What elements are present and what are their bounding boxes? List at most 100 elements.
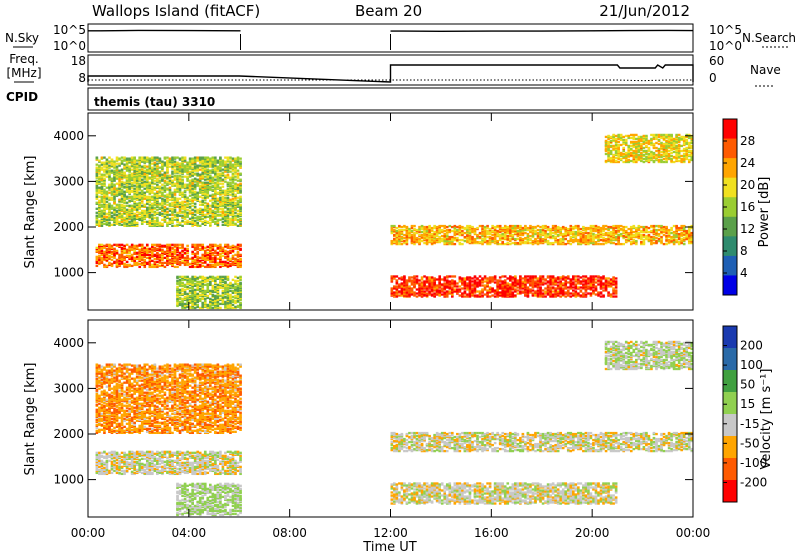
echo-cell xyxy=(451,229,454,233)
echo-cell xyxy=(211,275,215,278)
echo-cell xyxy=(110,211,114,214)
echo-cell xyxy=(166,199,169,202)
echo-cell xyxy=(221,298,225,302)
echo-cell xyxy=(118,179,121,182)
echo-cell xyxy=(110,192,114,195)
echo-cell xyxy=(214,189,217,192)
echo-cell xyxy=(471,280,474,283)
echo-cell xyxy=(463,283,467,286)
echo-cell xyxy=(236,253,240,257)
echo-cell xyxy=(95,214,99,217)
echo-cell xyxy=(203,297,207,301)
echo-cell xyxy=(125,204,129,207)
echo-cell xyxy=(183,193,187,196)
echo-cell xyxy=(171,201,174,204)
echo-cell xyxy=(395,226,399,230)
echo-cell xyxy=(145,186,149,189)
echo-cell xyxy=(440,230,444,234)
echo-cell xyxy=(430,279,434,282)
echo-cell xyxy=(120,188,124,191)
echo-cell xyxy=(198,200,202,203)
echo-cell xyxy=(209,204,212,207)
echo-cell xyxy=(498,238,502,242)
echo-cell xyxy=(448,284,452,287)
echo-cell xyxy=(451,279,454,282)
echo-cell xyxy=(226,207,230,210)
echo-cell xyxy=(196,303,199,307)
echo-cell xyxy=(100,163,104,166)
echo-cell xyxy=(156,218,159,221)
echo-cell xyxy=(428,228,431,232)
echo-cell xyxy=(135,198,139,201)
echo-cell xyxy=(135,263,139,267)
echo-cell xyxy=(108,218,111,221)
echo-cell xyxy=(148,190,152,193)
echo-cell xyxy=(491,229,494,233)
echo-cell xyxy=(234,157,237,160)
echo-cell xyxy=(103,222,106,225)
echo-cell xyxy=(211,303,215,307)
echo-cell xyxy=(602,285,605,288)
echo-cell xyxy=(211,215,215,218)
echo-cell xyxy=(140,213,144,216)
echo-cell xyxy=(488,276,492,279)
echo-cell xyxy=(410,233,414,237)
echo-cell xyxy=(236,264,240,268)
noise-left-tick-top: 10^5 xyxy=(53,23,86,37)
echo-cell xyxy=(183,210,187,213)
echo-cell xyxy=(201,203,205,206)
echo-cell xyxy=(186,263,189,267)
echo-cell xyxy=(115,167,119,170)
echo-cell xyxy=(110,258,114,262)
echo-cell xyxy=(135,162,139,165)
echo-cell xyxy=(456,282,459,285)
echo-cell xyxy=(226,275,230,278)
echo-cell xyxy=(143,160,147,163)
echo-cell xyxy=(451,283,454,286)
echo-cell xyxy=(438,275,441,278)
echo-cell xyxy=(178,243,182,246)
echo-cell xyxy=(186,222,189,225)
echo-cell xyxy=(478,224,482,228)
echo-cell xyxy=(95,255,99,259)
echo-cell xyxy=(191,277,194,280)
echo-cell xyxy=(156,156,159,159)
echo-cell xyxy=(541,277,545,280)
echo-cell xyxy=(448,237,452,241)
echo-cell xyxy=(214,299,217,303)
echo-cell xyxy=(105,247,109,250)
echo-cell xyxy=(544,290,547,293)
echo-cell xyxy=(198,297,202,301)
echo-cell xyxy=(239,295,242,299)
echo-cell xyxy=(234,253,237,257)
echo-cell xyxy=(176,187,179,190)
echo-cell xyxy=(582,294,585,297)
echo-cell xyxy=(143,260,147,264)
echo-cell xyxy=(120,255,124,259)
echo-cell xyxy=(445,234,449,238)
echo-cell xyxy=(105,212,109,215)
echo-cell xyxy=(203,283,207,287)
echo-cell xyxy=(193,254,197,258)
echo-cell xyxy=(173,160,177,163)
echo-cell xyxy=(214,249,217,252)
echo-cell xyxy=(599,295,603,298)
echo-cell xyxy=(140,243,144,246)
echo-cell xyxy=(498,294,502,297)
echo-cell xyxy=(214,302,217,306)
echo-cell xyxy=(188,160,192,163)
echo-cell xyxy=(118,157,121,160)
echo-cell xyxy=(453,236,457,240)
echo-cell xyxy=(221,195,225,198)
echo-cell xyxy=(196,208,199,211)
echo-cell xyxy=(468,276,472,279)
echo-cell xyxy=(498,276,502,279)
echo-cell xyxy=(410,224,414,228)
echo-cell xyxy=(413,236,416,240)
echo-cell xyxy=(206,276,210,279)
echo-cell xyxy=(98,164,101,167)
echo-cell xyxy=(138,217,142,220)
echo-cell xyxy=(125,263,129,267)
echo-cell xyxy=(113,243,116,246)
echo-cell xyxy=(183,156,187,159)
